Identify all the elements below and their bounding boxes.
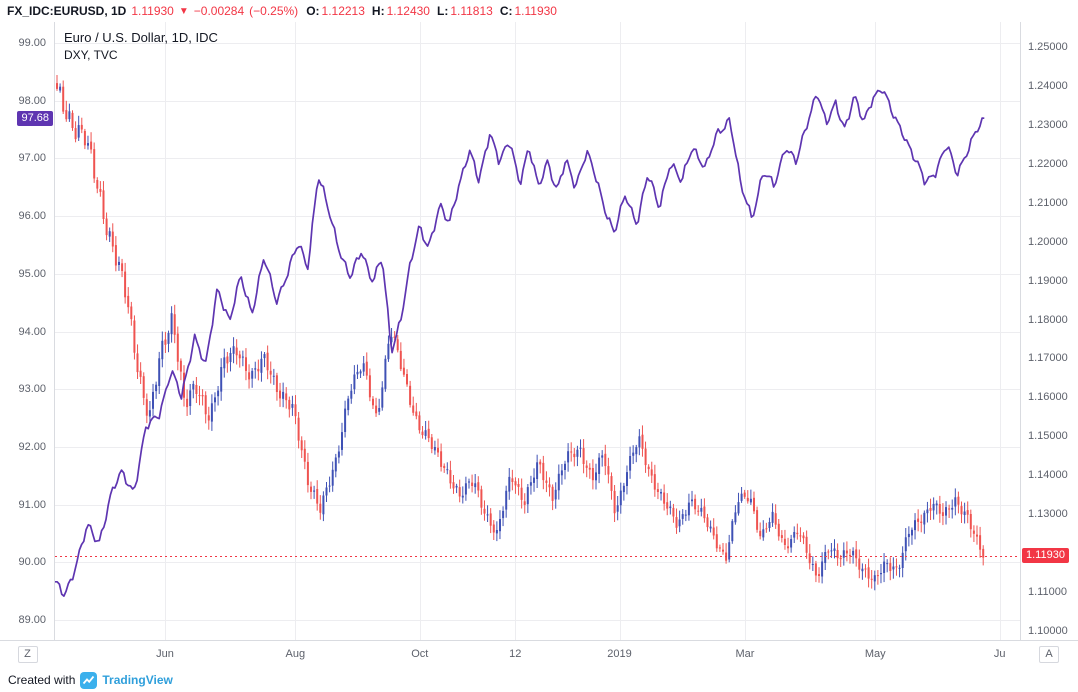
close-value: 1.11930	[514, 4, 557, 18]
legend-main-series[interactable]: Euro / U.S. Dollar, 1D, IDC	[64, 30, 218, 45]
left-axis-tick-label: 98.00	[18, 94, 46, 107]
time-axis-tick-label: May	[864, 648, 886, 660]
eurusd-price-badge: 1.11930	[1022, 547, 1069, 563]
right-axis-tick-label: 1.22000	[1028, 157, 1068, 170]
time-axis-tick-label: Ju	[993, 648, 1006, 660]
left-axis-tick-label: 90.00	[18, 556, 46, 569]
right-axis-tick-label: 1.18000	[1028, 313, 1068, 326]
price-change: −0.00284	[193, 4, 245, 18]
time-axis-tick-label: Aug	[285, 648, 306, 660]
right-axis-tick-label: 1.15000	[1028, 430, 1068, 443]
left-axis-tick-label: 93.00	[18, 383, 46, 396]
dxy-line[interactable]	[55, 89, 985, 597]
timezone-button[interactable]: Z	[17, 646, 38, 663]
chart-canvas[interactable]	[55, 22, 1020, 640]
eurusd-candles	[56, 75, 985, 591]
right-axis-tick-label: 1.23000	[1028, 118, 1068, 131]
down-arrow-icon: ▼	[178, 5, 189, 17]
high-label: H:	[371, 4, 385, 18]
right-axis-tick-label: 1.14000	[1028, 469, 1068, 482]
right-axis-tick-label: 1.11000	[1028, 586, 1067, 599]
right-axis-tick-label: 1.16000	[1028, 391, 1068, 404]
chart-row: 97.68 99.00 98.00 97.00 96.00 95.00 94.00 93.0…	[0, 22, 1078, 640]
created-with-text: Created with	[8, 673, 76, 687]
right-axis-tick-label: 1.21000	[1028, 196, 1068, 209]
attribution-footer: Created with TradingView	[0, 668, 1078, 692]
bottom-left-corner: Z	[0, 641, 55, 668]
right-axis-tick-label: 1.10000	[1028, 625, 1068, 637]
dxy-price-badge: 97.68	[17, 111, 53, 127]
chart-plot-area[interactable]: Euro / U.S. Dollar, 1D, IDC DXY, TVC	[55, 22, 1020, 640]
right-axis-tick-label: 1.17000	[1028, 352, 1068, 365]
auto-scale-button[interactable]: A	[1039, 646, 1059, 663]
low-label: L:	[436, 4, 449, 18]
left-axis-tick-label: 97.00	[18, 152, 46, 165]
time-axis-tick-label: Oct	[411, 648, 429, 660]
left-axis-tick-label: 89.00	[18, 614, 46, 626]
time-axis[interactable]: Jun Aug Oct 12 2019 Mar May Ju	[55, 641, 1020, 668]
right-axis-tick-label: 1.19000	[1028, 274, 1068, 287]
right-axis-tick-label: 1.25000	[1028, 41, 1068, 53]
time-axis-tick-label: Mar	[735, 648, 755, 660]
left-axis-tick-label: 92.00	[18, 440, 46, 453]
left-axis-tick-label: 99.00	[18, 37, 46, 49]
left-axis-tick-label: 91.00	[18, 498, 46, 511]
time-axis-row: Z Jun Aug Oct 12 2019 Mar May Ju A	[0, 640, 1078, 668]
symbol-info-bar: FX_IDC:EURUSD, 1D 1.11930 ▼ −0.00284 (−0…	[0, 0, 1078, 22]
left-axis-tick-label: 94.00	[18, 325, 46, 338]
bottom-right-corner: A	[1020, 641, 1078, 668]
legend-compare-series[interactable]: DXY, TVC	[64, 48, 118, 62]
last-price: 1.11930	[131, 4, 174, 18]
symbol-title[interactable]: FX_IDC:EURUSD, 1D	[7, 4, 127, 18]
time-axis-tick-label: 12	[509, 648, 522, 660]
right-axis-tick-label: 1.20000	[1028, 235, 1068, 248]
tradingview-brand-link[interactable]: TradingView	[102, 673, 173, 687]
close-label: C:	[499, 4, 513, 18]
left-axis-tick-label: 95.00	[18, 267, 46, 280]
left-price-axis[interactable]: 97.68 99.00 98.00 97.00 96.00 95.00 94.00 93.0…	[0, 22, 55, 640]
right-price-axis[interactable]: 1.11930 1.25000 1.24000 1.23000 1.22000 1.21…	[1020, 22, 1078, 640]
grid-lines	[55, 22, 1020, 640]
price-change-percent: (−0.25%)	[249, 4, 299, 18]
open-label: O:	[306, 4, 320, 18]
right-axis-tick-label: 1.13000	[1028, 508, 1068, 521]
chart-legend: Euro / U.S. Dollar, 1D, IDC DXY, TVC	[64, 29, 218, 64]
low-value: 1.11813	[450, 4, 493, 18]
tradingview-logo-icon[interactable]	[80, 671, 98, 689]
left-axis-tick-label: 96.00	[18, 210, 46, 223]
time-axis-tick-label: Jun	[156, 648, 174, 660]
time-axis-year-label: 2019	[607, 648, 632, 660]
open-value: 1.12213	[321, 4, 365, 18]
right-axis-tick-label: 1.24000	[1028, 79, 1068, 92]
high-value: 1.12430	[386, 4, 430, 18]
